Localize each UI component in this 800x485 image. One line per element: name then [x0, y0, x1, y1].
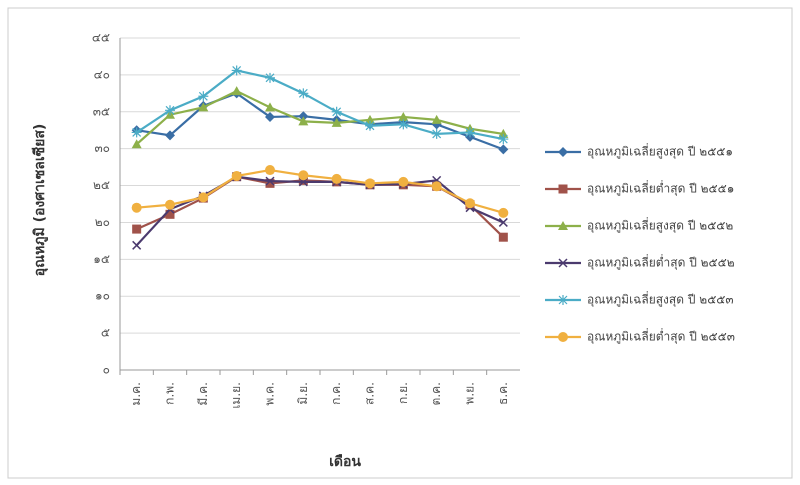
y-tick-label: ๒๕: [93, 178, 110, 192]
y-tick-label: ๑๐: [95, 289, 110, 303]
series-line: [135, 89, 504, 146]
marker: [231, 65, 242, 76]
marker: [498, 134, 509, 145]
x-axis-label: เดือน: [329, 454, 361, 470]
series-line: [135, 175, 504, 247]
marker: [558, 332, 568, 342]
y-tick-label: ๑๕: [93, 252, 110, 266]
marker: [558, 147, 568, 157]
marker: [132, 240, 142, 250]
marker: [265, 176, 275, 186]
marker: [465, 198, 475, 209]
legend-label: อุณหภูมิเฉลี่ยต่ำสุด ปี ๒๕๕๒: [587, 254, 735, 271]
marker: [558, 221, 568, 230]
marker: [265, 178, 275, 188]
marker: [498, 144, 509, 155]
marker: [498, 217, 508, 227]
y-tick-label: ๐: [103, 363, 110, 377]
marker: [365, 114, 375, 124]
marker: [298, 175, 308, 185]
chart-border: [7, 7, 793, 479]
legend-label: อุณหภูมิเฉลี่ยสูงสุด ปี ๒๕๕๑: [587, 143, 733, 160]
marker: [398, 119, 409, 130]
marker: [431, 114, 442, 124]
marker: [365, 120, 375, 131]
x-tick-label: พ.ย.: [463, 382, 477, 405]
marker: [131, 139, 142, 149]
y-tick-label: ๒๐: [95, 215, 110, 229]
marker: [465, 127, 475, 138]
marker: [198, 91, 209, 102]
marker: [498, 232, 508, 242]
legend-label: อุณหภูมิเฉลี่ยต่ำสุด ปี ๒๕๕๓: [587, 328, 735, 345]
series-line: [136, 69, 504, 141]
x-tick-label: ส.ค.: [363, 382, 377, 405]
marker: [331, 173, 342, 184]
marker: [498, 128, 509, 138]
marker: [498, 207, 509, 218]
marker: [165, 105, 175, 116]
x-tick-label: ก.ค.: [329, 382, 343, 405]
marker: [431, 128, 442, 139]
marker: [298, 116, 309, 126]
marker: [265, 111, 275, 122]
x-tick-label: ก.ย.: [396, 382, 410, 404]
marker: [198, 192, 209, 203]
y-tick-label: ๔๐: [94, 67, 110, 81]
marker: [265, 102, 275, 112]
marker: [231, 86, 242, 96]
y-tick-label: ๕: [101, 326, 110, 340]
marker: [165, 209, 175, 219]
marker: [398, 111, 409, 121]
x-tick-label: เม.ย.: [229, 382, 243, 409]
marker: [298, 170, 309, 181]
x-tick-label: มิ.ย.: [296, 382, 310, 405]
marker: [298, 111, 309, 122]
marker: [365, 178, 375, 189]
x-tick-label: มี.ค.: [196, 382, 210, 406]
legend-label: อุณหภูมิเฉลี่ยสูงสุด ปี ๒๕๕๓: [587, 291, 734, 308]
marker: [265, 72, 275, 83]
y-tick-label: ๓๐: [94, 141, 110, 155]
marker: [298, 88, 309, 99]
marker: [398, 176, 409, 187]
marker: [331, 106, 342, 117]
marker: [558, 295, 568, 305]
marker: [331, 117, 342, 127]
series-line: [136, 168, 504, 214]
marker: [198, 102, 209, 112]
y-axis-label: อุณหภูมิ (องศาเซลเซียส): [32, 124, 48, 277]
marker: [131, 202, 142, 213]
marker: [231, 170, 242, 181]
marker: [165, 130, 175, 141]
y-tick-label: ๓๕: [93, 104, 110, 118]
x-tick-label: ต.ค.: [429, 382, 443, 405]
x-tick-label: พ.ค.: [263, 382, 277, 406]
marker: [431, 181, 442, 192]
marker: [558, 184, 568, 194]
series-line: [136, 92, 504, 151]
legend-label: อุณหภูมิเฉลี่ยต่ำสุด ปี ๒๕๕๑: [587, 180, 734, 197]
x-tick-label: ม.ค.: [129, 382, 143, 406]
x-tick-label: ธ.ค.: [496, 382, 510, 405]
marker: [558, 258, 568, 268]
marker: [265, 165, 275, 176]
marker: [165, 199, 175, 210]
marker: [131, 127, 142, 138]
y-tick-label: ๔๕: [92, 31, 110, 45]
marker: [132, 224, 142, 234]
x-tick-label: ก.พ.: [163, 382, 177, 405]
legend-label: อุณหภูมิเฉลี่ยสูงสุด ปี ๒๕๕๒: [587, 217, 733, 234]
